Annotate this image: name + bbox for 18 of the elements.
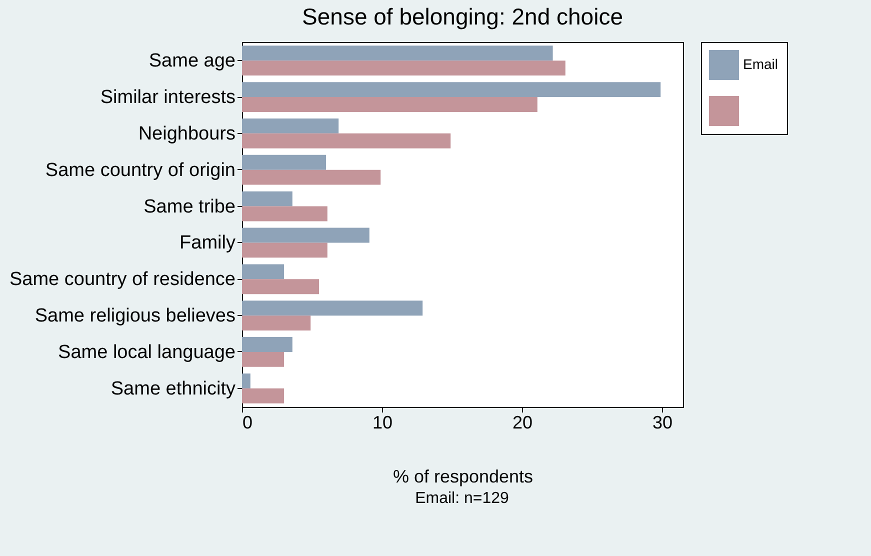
y-tick-label: Same tribe <box>144 196 236 218</box>
x-tick-label: 20 <box>512 412 533 432</box>
y-tick-label: Family <box>180 232 236 254</box>
y-tick-label: Same country of origin <box>45 160 236 181</box>
text: Email: n=129 <box>415 490 510 507</box>
x-axis-title: % of respondents <box>392 466 534 486</box>
x-tick-label: 30 <box>652 412 673 432</box>
y-tick-label: Same religious believes <box>34 306 236 327</box>
y-tick-label: Same local language <box>58 342 236 363</box>
y-tick-label: Similar interests <box>100 87 236 108</box>
y-tick-label: Neighbours <box>138 123 236 144</box>
chart-title: Sense of belonging: 2nd choice <box>302 4 623 30</box>
x-tick-label: 0 <box>242 412 253 432</box>
y-tick-label: Same ethnicity <box>110 378 236 400</box>
y-tick-label: Same age <box>148 50 236 72</box>
y-tick-label: Same country of residence <box>9 269 236 290</box>
x-tick-label: 10 <box>372 412 393 432</box>
legend-label: Email <box>743 56 778 72</box>
